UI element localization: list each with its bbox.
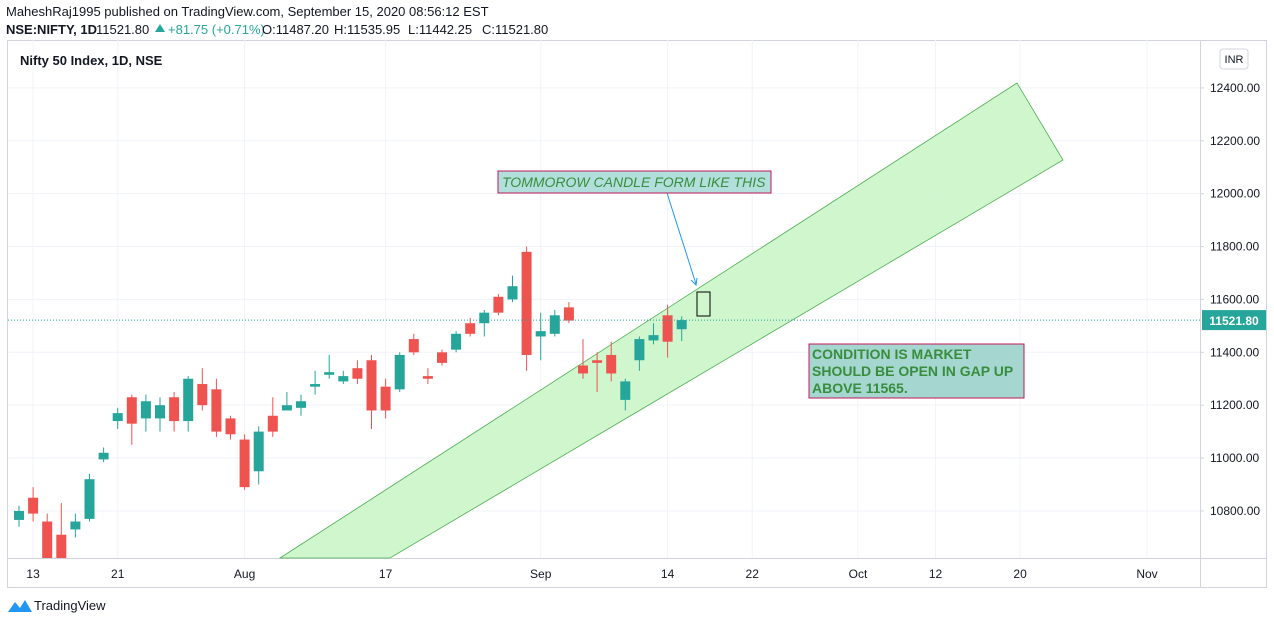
- high: H:11535.95: [334, 22, 400, 37]
- candle-body: [155, 405, 165, 419]
- candle-body: [606, 354, 617, 374]
- candle-body: [662, 315, 673, 342]
- candle-body: [366, 360, 377, 411]
- candle-body: [380, 386, 391, 411]
- price-badge: [1202, 310, 1266, 331]
- logo: [8, 600, 32, 612]
- x-tick-label: 22: [746, 567, 760, 581]
- brand: TradingView: [34, 598, 106, 613]
- up-arrow: [155, 24, 165, 32]
- symbol: NSE:NIFTY, 1D: [6, 22, 97, 37]
- y-tick-label: 12000.00: [1210, 187, 1260, 201]
- y-tick-label: 11000.00: [1210, 451, 1259, 465]
- candle-body: [493, 296, 504, 313]
- candle-body: [112, 413, 123, 422]
- candle-body: [648, 335, 659, 341]
- candle-body: [563, 307, 574, 321]
- change: +81.75 (+0.71%): [168, 22, 265, 37]
- x-tick-label: Oct: [849, 567, 868, 581]
- candle-body: [408, 339, 419, 353]
- open: O:11487.20: [262, 22, 329, 37]
- x-tick-label: 17: [379, 567, 393, 581]
- x-tick-label: Sep: [530, 567, 552, 581]
- candle-body: [592, 360, 603, 363]
- candle-body: [338, 376, 349, 382]
- last-price: 11521.80: [96, 22, 149, 37]
- annotation-line: ABOVE 11565.: [812, 380, 908, 396]
- candle-body: [225, 418, 236, 435]
- y-tick-label: 11600.00: [1210, 292, 1259, 306]
- candle-body: [281, 405, 292, 411]
- candle-body: [169, 397, 180, 422]
- candle-body: [465, 323, 476, 334]
- candle-body: [126, 397, 137, 424]
- candle-body: [422, 376, 433, 379]
- x-tick-label: 12: [929, 567, 943, 581]
- candle-body: [197, 384, 208, 406]
- arrow: [666, 192, 697, 285]
- x-tick-label: Aug: [234, 567, 255, 581]
- candle-body: [549, 315, 560, 334]
- annotation-box: [808, 343, 1025, 399]
- candle-body: [535, 331, 546, 337]
- candle-body: [14, 510, 24, 520]
- candle-body: [211, 389, 222, 432]
- legend-title: Nifty 50 Index, 1D, NSE: [20, 53, 163, 68]
- currency-badge: [1219, 48, 1249, 70]
- y-tick-label: 12200.00: [1210, 134, 1260, 148]
- candle-body: [451, 333, 462, 350]
- publisher: MaheshRaj1995 published on TradingView.c…: [6, 4, 489, 19]
- low: L:11442.25: [408, 22, 472, 37]
- x-tick-label: 13: [26, 567, 40, 581]
- arrow-head: [690, 277, 698, 287]
- candle-body: [140, 401, 151, 419]
- x-tick-label: 20: [1013, 567, 1027, 581]
- x-tick-label: 21: [111, 567, 125, 581]
- candle-body: [352, 368, 363, 379]
- currency: INR: [1225, 54, 1244, 66]
- candle-body: [267, 415, 278, 432]
- x-tick-label: Nov: [1136, 567, 1157, 581]
- close: C:11521.80: [482, 22, 548, 37]
- candle-body: [578, 365, 588, 374]
- candle-body: [437, 352, 447, 363]
- annotation-box: [497, 170, 772, 194]
- candle-body: [28, 497, 39, 514]
- candle-body: [183, 378, 194, 422]
- y-tick-label: 11200.00: [1210, 398, 1259, 412]
- y-tick-label: 11400.00: [1210, 345, 1259, 359]
- y-tick-label: 12400.00: [1210, 81, 1260, 95]
- y-tick-label: 11800.00: [1210, 240, 1259, 254]
- candle-body: [634, 339, 645, 361]
- candle-body: [296, 401, 306, 408]
- candle-body: [98, 452, 109, 460]
- frame: [7, 40, 1267, 588]
- x-tick-label: 14: [661, 567, 675, 581]
- candle-body: [324, 372, 335, 375]
- price-badge-label: 11521.80: [1209, 314, 1259, 328]
- candle-body: [479, 312, 490, 324]
- candle-body: [676, 320, 687, 330]
- annotation: TOMMOROW CANDLE FORM LIKE THIS: [502, 174, 766, 190]
- future-candle-box: [696, 291, 711, 317]
- candle-body: [310, 384, 321, 387]
- candle-body: [70, 521, 81, 530]
- candle-body: [42, 521, 53, 558]
- annotation-line: CONDITION IS MARKET: [812, 346, 972, 362]
- candle-body: [620, 381, 631, 400]
- candle-body: [239, 439, 250, 488]
- candle-body: [521, 251, 532, 355]
- annotation-line: SHOULD BE OPEN IN GAP UP: [812, 363, 1013, 379]
- candle-body: [394, 354, 405, 390]
- candle-body: [507, 286, 518, 300]
- y-tick-label: 10800.00: [1210, 504, 1260, 518]
- candle-body: [253, 431, 264, 472]
- candle-body: [84, 479, 95, 519]
- candle-body: [56, 534, 67, 558]
